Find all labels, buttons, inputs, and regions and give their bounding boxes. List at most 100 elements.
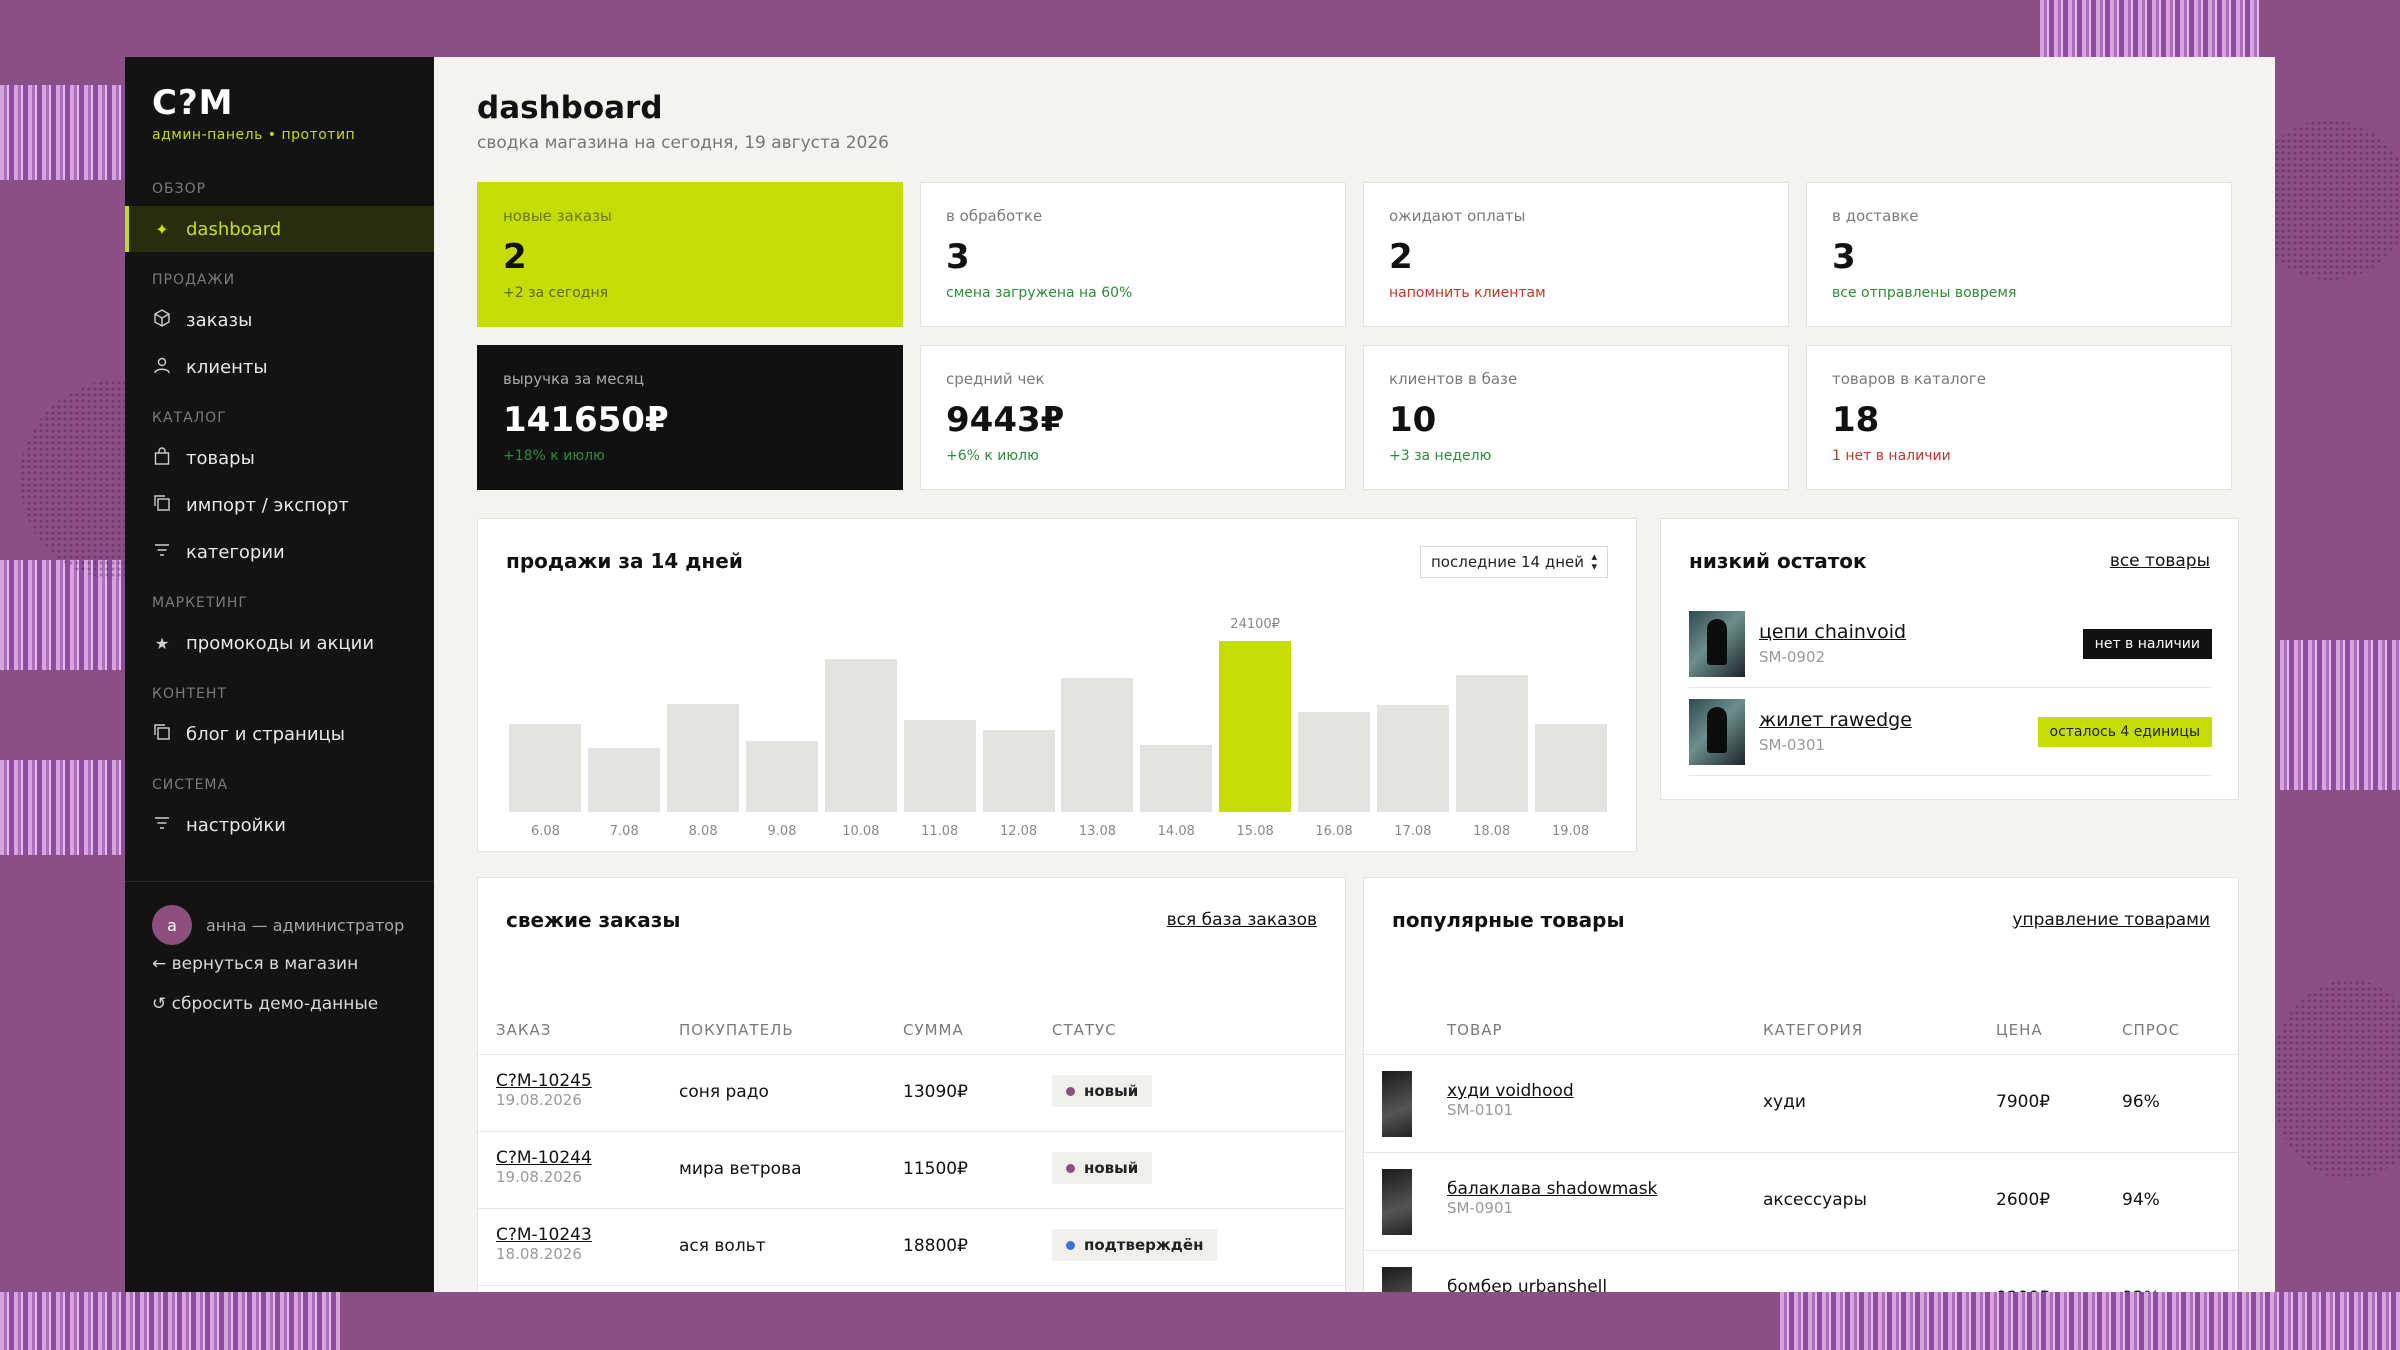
chart-bar[interactable] xyxy=(1061,678,1134,812)
popular-products-panel: популярные товары управление товарами то… xyxy=(1363,877,2239,1292)
product-name[interactable]: балаклава shadowmask xyxy=(1447,1179,1658,1199)
stat-value: 2 xyxy=(503,237,527,277)
order-sum: 13090₽ xyxy=(903,1082,968,1102)
chart-bar[interactable] xyxy=(588,747,661,812)
stat-card-awaiting-payment[interactable]: ожидают оплаты 2 напомнить клиентам xyxy=(1363,182,1789,327)
order-id-link[interactable]: C?M-10243 xyxy=(496,1225,592,1245)
stat-card-in-delivery[interactable]: в доставке 3 все отправлены вовремя xyxy=(1806,182,2232,327)
range-select[interactable]: последние 14 дней ▴ ▾ xyxy=(1420,546,1608,578)
nav-group-marketing: маркетинг xyxy=(152,595,248,611)
stat-card-average-check[interactable]: средний чек 9443₽ +6% к июлю xyxy=(920,345,1346,490)
logo[interactable]: C?M админ-панель • прототип xyxy=(152,83,355,143)
product-thumbnail xyxy=(1689,610,1745,677)
x-tick-label: 18.08 xyxy=(1473,824,1511,839)
order-date: 18.08.2026 xyxy=(496,1245,582,1263)
product-sku: SM-0101 xyxy=(1447,1101,1514,1119)
product-name[interactable]: бомбер urbanshell xyxy=(1447,1277,1608,1292)
chart-bar[interactable] xyxy=(903,719,976,812)
table-row[interactable]: C?M-10244 19.08.2026 мира ветрова 11500₽ нов… xyxy=(478,1131,1345,1208)
column-header-demand[interactable]: спрос xyxy=(2122,1021,2181,1039)
stat-value: 9443₽ xyxy=(946,400,1065,440)
stat-label: выручка за месяц xyxy=(503,370,644,388)
x-tick-label: 12.08 xyxy=(999,824,1038,839)
chart-bar[interactable] xyxy=(1140,745,1213,812)
buyer-name: мира ветрова xyxy=(679,1159,802,1179)
x-tick-label: 10.08 xyxy=(842,824,880,839)
stat-card-new-orders[interactable]: новые заказы 2 +2 за сегодня xyxy=(477,182,903,327)
manage-products-link[interactable]: управление товарами xyxy=(2012,910,2210,930)
product-sku: SM-0902 xyxy=(1759,648,1826,666)
chart-bar[interactable] xyxy=(1534,724,1607,812)
low-stock-panel: низкий остаток все товары цепи chainvoid… xyxy=(1660,518,2239,800)
x-tick-label: 19.08 xyxy=(1551,824,1590,839)
column-header-price[interactable]: цена xyxy=(1996,1021,2043,1039)
chart-bar[interactable] xyxy=(746,740,818,812)
popular-products-title: популярные товары xyxy=(1392,908,1625,932)
table-row[interactable]: C?M-10245 19.08.2026 соня радо 13090₽ новый xyxy=(478,1054,1345,1131)
stat-card-processing[interactable]: в обработке 3 смена загружена на 60% xyxy=(920,182,1346,327)
low-stock-item[interactable]: жилет rawedge SM-0301 осталось 4 единицы xyxy=(1689,688,2212,776)
status-text: новый xyxy=(1084,1159,1139,1177)
table-row[interactable]: балаклава shadowmask SM-0901 аксессуары 260… xyxy=(1364,1152,2238,1250)
back-to-store-link[interactable]: ← вернуться в магазин xyxy=(152,954,359,974)
sidebar-item-promos[interactable]: ★ промокоды и акции xyxy=(125,620,434,666)
sidebar-item-settings[interactable]: настройки xyxy=(125,802,434,848)
chart-bar[interactable] xyxy=(1376,705,1449,812)
sidebar-item-clients[interactable]: клиенты xyxy=(125,344,434,390)
stat-card-catalog-total[interactable]: товаров в каталоге 18 1 нет в наличии xyxy=(1806,345,2232,490)
chart-bar[interactable] xyxy=(1455,674,1528,812)
nav-group-overview: обзор xyxy=(152,181,207,197)
column-header-order[interactable]: заказ xyxy=(496,1021,552,1039)
product-name[interactable]: цепи chainvoid xyxy=(1759,621,1907,643)
sidebar-item-orders[interactable]: заказы xyxy=(125,297,434,343)
bag-icon xyxy=(152,447,172,469)
order-id-link[interactable]: C?M-10245 xyxy=(496,1071,592,1091)
product-name[interactable]: худи voidhood xyxy=(1447,1081,1574,1101)
x-tick-label: 15.08 xyxy=(1236,824,1274,839)
sidebar-item-label: dashboard xyxy=(186,218,282,240)
x-tick-label: 14.08 xyxy=(1157,824,1195,839)
table-row[interactable]: C?M-10243 18.08.2026 ася вольт 18800₽ подтве… xyxy=(478,1208,1345,1285)
chart-bar[interactable] xyxy=(824,659,897,812)
stat-note: +18% к июлю xyxy=(503,448,605,464)
stat-card-monthly-revenue[interactable]: выручка за месяц 141650₽ +18% к июлю xyxy=(477,345,903,490)
column-header-buyer[interactable]: покупатель xyxy=(679,1021,794,1039)
stat-note: 1 нет в наличии xyxy=(1832,448,1951,464)
sidebar-item-blog[interactable]: блог и страницы xyxy=(125,711,434,757)
low-stock-item[interactable]: цепи chainvoid SM-0902 нет в наличии xyxy=(1689,600,2212,688)
all-orders-link[interactable]: вся база заказов xyxy=(1166,910,1317,930)
avatar[interactable]: а xyxy=(152,905,192,945)
stat-label: в обработке xyxy=(946,207,1043,225)
table-row[interactable]: худи voidhood SM-0101 худи 7900₽ 96% xyxy=(1364,1054,2238,1152)
copy-icon xyxy=(152,494,172,516)
column-header-status[interactable]: статус xyxy=(1052,1021,1117,1039)
all-products-link[interactable]: все товары xyxy=(2109,551,2210,571)
order-date: 19.08.2026 xyxy=(496,1091,582,1109)
sidebar: C?M админ-панель • прототип обзор ✦ dash… xyxy=(125,57,434,1292)
column-header-product[interactable]: товар xyxy=(1447,1021,1503,1039)
product-sku: SM-0901 xyxy=(1447,1199,1514,1217)
product-demand: 96% xyxy=(2122,1092,2160,1112)
column-header-category[interactable]: категория xyxy=(1763,1021,1864,1039)
chart-bar[interactable] xyxy=(667,703,740,812)
sidebar-item-products[interactable]: товары xyxy=(125,435,434,481)
table-row[interactable]: бомбер urbanshellSM-0303верхняя одежда92… xyxy=(1364,1250,2238,1292)
chart-bar[interactable] xyxy=(509,724,582,812)
sidebar-item-import-export[interactable]: импорт / экспорт xyxy=(125,482,434,528)
chart-bar[interactable] xyxy=(1219,640,1292,812)
reset-demo-link[interactable]: ↺ сбросить демо-данные xyxy=(152,994,379,1014)
stat-card-clients-total[interactable]: клиентов в базе 10 +3 за неделю xyxy=(1363,345,1789,490)
order-id-link[interactable]: C?M-10244 xyxy=(496,1148,592,1168)
chart-bar[interactable] xyxy=(982,730,1055,812)
sidebar-item-dashboard[interactable]: ✦ dashboard xyxy=(125,206,434,252)
nav-group-system: система xyxy=(152,777,229,793)
stat-label: товаров в каталоге xyxy=(1832,370,1986,388)
logo-subtitle: админ-панель • прототип xyxy=(152,127,356,143)
x-tick-label: 6.08 xyxy=(530,824,560,839)
column-header-sum[interactable]: сумма xyxy=(903,1021,964,1039)
chart-bar[interactable] xyxy=(1298,712,1370,812)
table-row[interactable]: C?M-1024218.08.2026алекс соколов10590₽ож… xyxy=(478,1285,1345,1292)
order-sum: 11500₽ xyxy=(903,1159,968,1179)
product-name[interactable]: жилет rawedge xyxy=(1759,709,1912,731)
sidebar-item-categories[interactable]: категории xyxy=(125,529,434,575)
